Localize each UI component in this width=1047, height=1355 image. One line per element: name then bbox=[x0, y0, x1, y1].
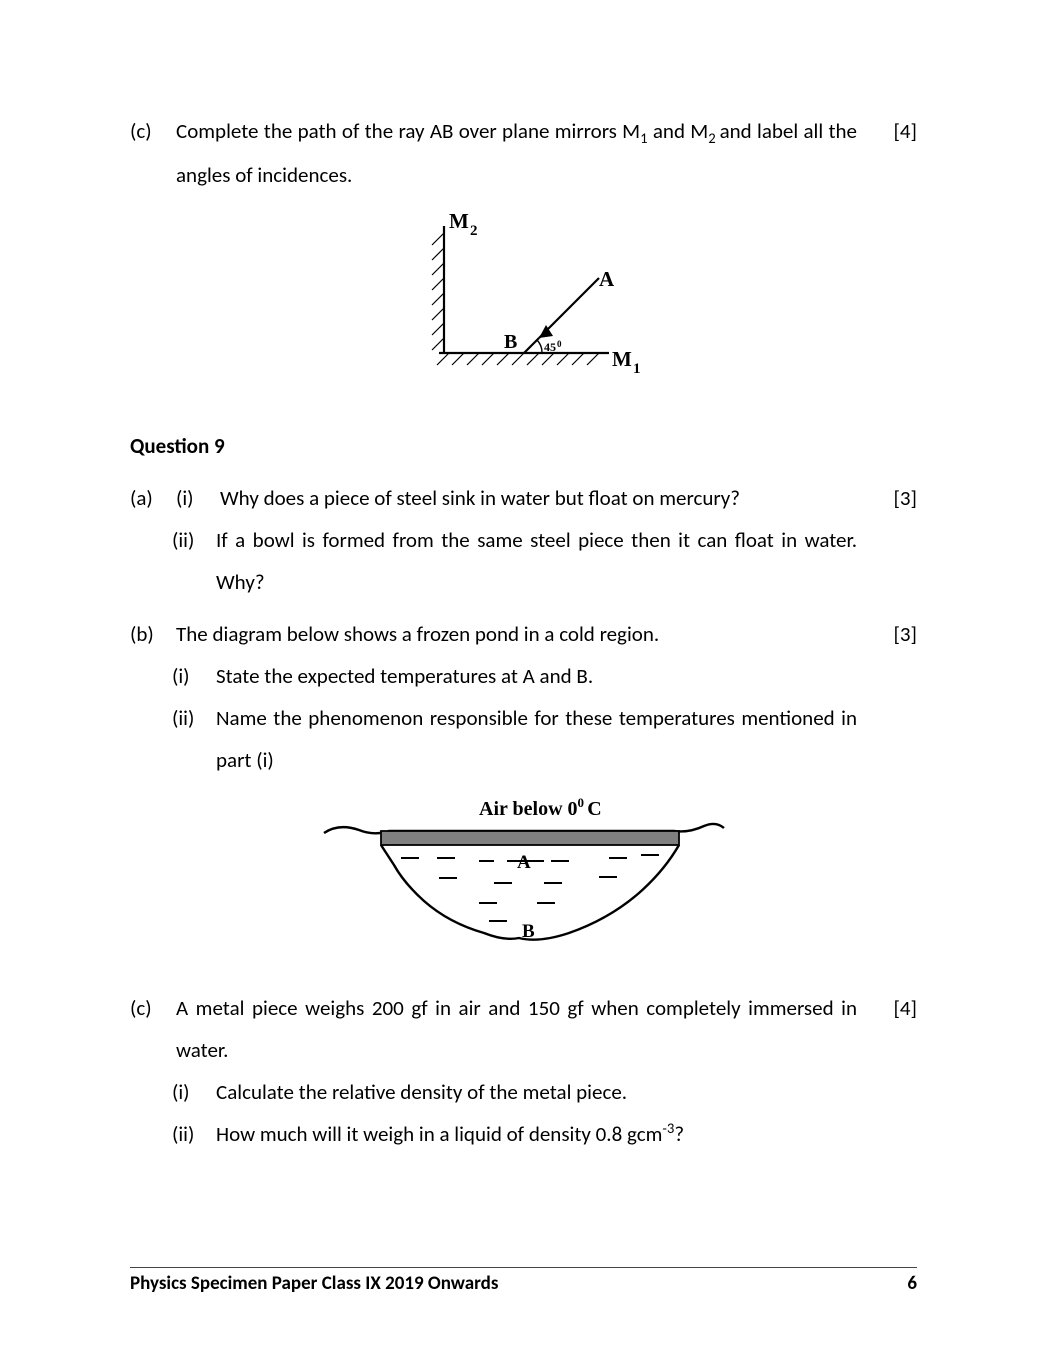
q9-a-i-label: (i) bbox=[176, 477, 220, 519]
q9-b-ii-text: Name the phenomenon responsible for thes… bbox=[216, 697, 857, 781]
q9-a-label: (a) bbox=[130, 477, 176, 519]
q9-b-i-row: (i) State the expected temperatures at A… bbox=[130, 655, 917, 697]
q9-a-i-text: Why does a piece of steel sink in water … bbox=[220, 477, 857, 519]
q9-c-marks: [4] bbox=[857, 987, 917, 1029]
svg-text:45: 45 bbox=[544, 340, 556, 354]
page-footer: Physics Specimen Paper Class IX 2019 Onw… bbox=[130, 1267, 917, 1295]
q9-b-ii-label: (ii) bbox=[172, 697, 216, 739]
q9-b-label: (b) bbox=[130, 613, 176, 655]
q9-c-row: (c) A metal piece weighs 200 gf in air a… bbox=[130, 987, 917, 1071]
svg-text:B: B bbox=[522, 921, 535, 942]
q9-a-ii-text: If a bowl is formed from the same steel … bbox=[216, 519, 857, 603]
text-part: Complete the path of the ray AB over pla… bbox=[176, 118, 640, 144]
sub-m2: 2 bbox=[708, 129, 719, 147]
text-part: ? bbox=[674, 1121, 684, 1147]
text-part: and M bbox=[648, 118, 709, 144]
q9-c-ii-text: How much will it weigh in a liquid of de… bbox=[216, 1113, 857, 1155]
q9-a-ii-label: (ii) bbox=[172, 519, 216, 561]
svg-text:1: 1 bbox=[633, 361, 641, 377]
svg-text:2: 2 bbox=[470, 223, 478, 239]
sub-m1: 1 bbox=[640, 129, 647, 147]
q9-c-ii-label: (ii) bbox=[172, 1113, 216, 1155]
q-prev-c-marks: [4] bbox=[857, 110, 917, 152]
svg-text:A: A bbox=[599, 267, 615, 291]
q9-c-label: (c) bbox=[130, 987, 176, 1029]
q9-b-text: The diagram below shows a frozen pond in… bbox=[176, 613, 857, 655]
q-prev-c-label: (c) bbox=[130, 110, 176, 152]
q9-c-text: A metal piece weighs 200 gf in air and 1… bbox=[176, 987, 857, 1071]
svg-text:A: A bbox=[517, 852, 531, 873]
mirror-figure: M 2 A B 45 0 M 1 bbox=[130, 208, 917, 397]
svg-text:Air below 00 C: Air below 00 C bbox=[479, 795, 602, 820]
q-prev-c-text: Complete the path of the ray AB over pla… bbox=[176, 110, 857, 196]
q9-c-i-row: (i) Calculate the relative density of th… bbox=[130, 1071, 917, 1113]
pond-svg: Air below 00 C bbox=[319, 793, 729, 953]
pond-figure: Air below 00 C bbox=[130, 793, 917, 967]
q9-c-ii-row: (ii) How much will it weigh in a liquid … bbox=[130, 1113, 917, 1155]
q9-c-i-text: Calculate the relative density of the me… bbox=[216, 1071, 857, 1113]
mirror-svg: M 2 A B 45 0 M 1 bbox=[394, 208, 654, 383]
q9-b-i-text: State the expected temperatures at A and… bbox=[216, 655, 857, 697]
text-part: How much will it weigh in a liquid of de… bbox=[216, 1121, 662, 1147]
svg-text:0: 0 bbox=[557, 339, 562, 349]
footer-rule bbox=[130, 1267, 917, 1268]
svg-text:M: M bbox=[612, 347, 632, 371]
q9-a-i-row: (a) (i) Why does a piece of steel sink i… bbox=[130, 477, 917, 519]
q9-a-marks: [3] bbox=[857, 477, 917, 519]
q9-c-i-label: (i) bbox=[172, 1071, 216, 1113]
q-prev-c-row: (c) Complete the path of the ray AB over… bbox=[130, 110, 917, 196]
svg-text:B: B bbox=[504, 331, 517, 353]
document-body: (c) Complete the path of the ray AB over… bbox=[130, 110, 917, 1155]
footer-page-number: 6 bbox=[907, 1272, 917, 1295]
q9-b-marks: [3] bbox=[857, 613, 917, 655]
q9-b-row: (b) The diagram below shows a frozen pon… bbox=[130, 613, 917, 655]
svg-text:M: M bbox=[449, 209, 469, 233]
q9-b-ii-row: (ii) Name the phenomenon responsible for… bbox=[130, 697, 917, 781]
sup-density: -3 bbox=[662, 1119, 674, 1137]
footer-title: Physics Specimen Paper Class IX 2019 Onw… bbox=[130, 1272, 498, 1295]
q9-heading: Question 9 bbox=[130, 425, 917, 467]
q9-a-ii-row: (ii) If a bowl is formed from the same s… bbox=[130, 519, 917, 603]
q9-b-i-label: (i) bbox=[172, 655, 216, 697]
